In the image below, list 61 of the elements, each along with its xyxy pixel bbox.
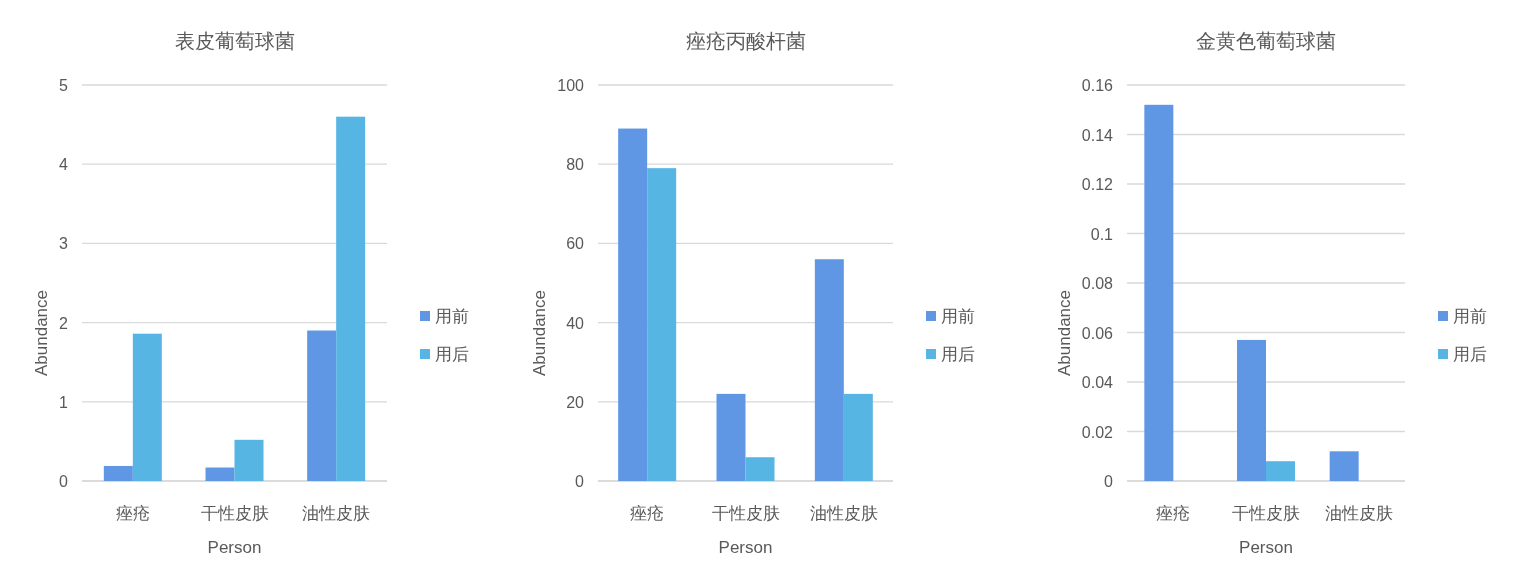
bar [745, 457, 775, 481]
legend-label: 用前 [435, 307, 469, 326]
bar [336, 116, 366, 481]
x-tick-label: 痤疮 [630, 504, 665, 523]
bar [307, 330, 337, 481]
x-tick-label: 油性皮肤 [302, 504, 371, 523]
bar [1237, 339, 1266, 481]
x-axis-title: Person [207, 538, 262, 557]
y-tick-label: 4 [59, 156, 69, 174]
y-tick-label: 0.14 [1081, 126, 1114, 144]
bar [814, 259, 844, 481]
x-tick-label: 痤疮 [115, 504, 150, 523]
bar [1266, 461, 1295, 481]
y-tick-label: 1 [59, 393, 69, 411]
y-tick-label: 3 [59, 235, 69, 253]
bar [716, 393, 746, 481]
bar [647, 168, 677, 481]
x-tick-label: 干性皮肤 [1232, 504, 1300, 523]
legend-label: 用后 [941, 345, 975, 364]
y-axis-title: Abundance [32, 289, 51, 377]
bar [234, 439, 264, 481]
legend-label: 用后 [1453, 345, 1487, 364]
y-tick-label: 5 [59, 77, 69, 94]
y-tick-label: 0.1 [1090, 225, 1114, 243]
y-tick-label: 0.16 [1081, 77, 1114, 94]
y-axis-title: Abundance [530, 289, 550, 377]
chart-title: 金黄色葡萄球菌 [1196, 30, 1336, 52]
x-tick-label: 干性皮肤 [200, 504, 269, 523]
y-tick-label: 60 [566, 235, 585, 253]
y-tick-label: 0.04 [1081, 374, 1114, 391]
y-tick-label: 0 [575, 473, 585, 490]
y-tick-label: 80 [566, 156, 585, 174]
y-tick-label: 0.06 [1081, 324, 1114, 342]
y-tick-label: 0 [59, 473, 69, 490]
y-tick-label: 0.12 [1081, 176, 1114, 193]
bar [1144, 104, 1174, 481]
bar [205, 467, 235, 481]
chart-title: 表皮葡萄球菌 [174, 30, 295, 52]
y-tick-label: 0.08 [1081, 275, 1114, 292]
y-tick-label: 2 [59, 314, 69, 332]
x-tick-label: 油性皮肤 [809, 504, 878, 523]
bar [103, 465, 133, 481]
x-tick-label: 油性皮肤 [1324, 504, 1393, 523]
y-tick-label: 100 [557, 77, 585, 94]
y-tick-label: 40 [566, 314, 585, 332]
x-tick-label: 痤疮 [1156, 504, 1191, 523]
bar [1329, 451, 1359, 481]
legend-label: 用前 [1453, 307, 1487, 326]
chart-title: 痤疮丙酸杆菌 [685, 30, 806, 52]
y-tick-label: 0 [1104, 473, 1114, 490]
x-tick-label: 干性皮肤 [711, 504, 780, 523]
y-axis-title: Abundance [1054, 289, 1074, 377]
y-tick-label: 0.02 [1081, 423, 1114, 441]
x-axis-title: Person [1239, 538, 1293, 557]
legend-label: 用前 [941, 307, 975, 326]
bar [618, 128, 648, 481]
x-axis-title: Person [718, 538, 773, 557]
legend-label: 用后 [435, 345, 469, 364]
y-tick-label: 20 [566, 393, 585, 411]
bar [132, 333, 162, 481]
bar [843, 393, 873, 481]
